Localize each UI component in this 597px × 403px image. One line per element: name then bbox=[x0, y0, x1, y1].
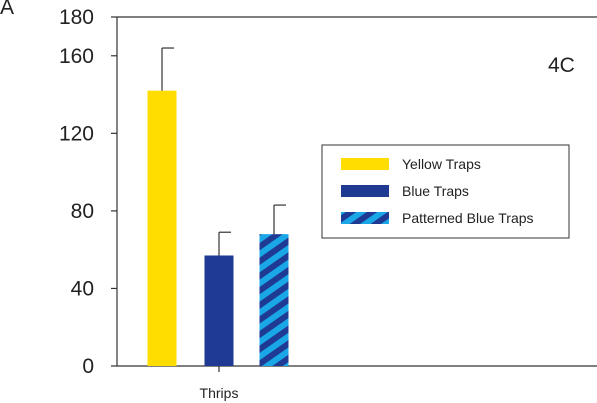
bar-group bbox=[147, 47, 289, 366]
y-tick-label: 160 bbox=[59, 45, 94, 68]
y-axis-label: A bbox=[0, 0, 14, 19]
legend-swatch-patterned-blue-traps bbox=[341, 212, 389, 224]
category-label-thrips: Thrips bbox=[200, 385, 239, 401]
bar-blue-traps bbox=[204, 255, 234, 366]
y-tick-label: 180 bbox=[59, 6, 94, 29]
bar-patterned-blue-traps bbox=[259, 234, 289, 366]
y-tick-label: 120 bbox=[59, 122, 94, 145]
y-tick-group: 0 40 80 120 160 180 bbox=[59, 6, 117, 378]
legend-swatch-yellow-traps bbox=[341, 158, 389, 170]
panel-label: 4C bbox=[548, 54, 575, 77]
legend-label-patterned-blue-traps: Patterned Blue Traps bbox=[402, 210, 534, 226]
legend-label-yellow-traps: Yellow Traps bbox=[402, 156, 481, 172]
legend-swatch-blue-traps bbox=[341, 185, 389, 197]
y-tick-label: 0 bbox=[82, 355, 94, 378]
legend: Yellow Traps Blue Traps Patterned Blue T… bbox=[321, 144, 570, 239]
y-tick-label: 80 bbox=[71, 200, 94, 223]
legend-label-blue-traps: Blue Traps bbox=[402, 183, 469, 199]
bar-yellow-traps bbox=[147, 90, 177, 366]
y-tick-label: 40 bbox=[71, 277, 94, 300]
